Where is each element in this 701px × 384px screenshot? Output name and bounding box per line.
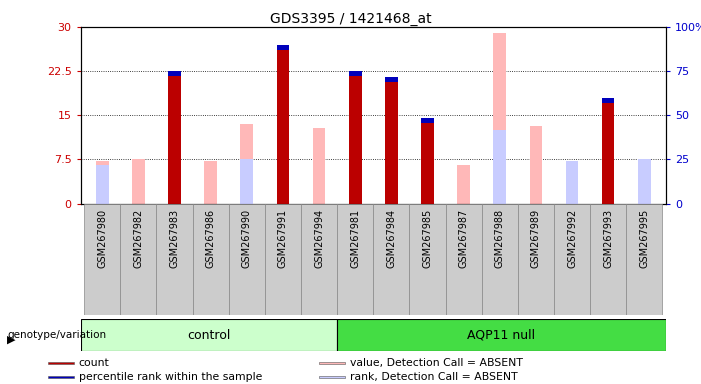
Text: GSM267989: GSM267989	[531, 209, 541, 268]
Bar	[409, 204, 446, 315]
Bar	[602, 98, 615, 103]
Bar	[96, 165, 109, 204]
Bar	[132, 159, 144, 204]
Bar	[313, 128, 325, 204]
Bar	[205, 161, 217, 204]
Text: GSM267981: GSM267981	[350, 209, 360, 268]
Text: GSM267987: GSM267987	[458, 209, 468, 268]
Bar	[168, 71, 181, 204]
Text: value, Detection Call = ABSENT: value, Detection Call = ABSENT	[350, 358, 523, 368]
Bar	[168, 71, 181, 76]
Bar	[566, 161, 578, 204]
Bar	[277, 45, 290, 204]
Bar	[265, 204, 301, 315]
Bar	[457, 165, 470, 204]
Bar	[121, 204, 156, 315]
Text: ▶: ▶	[7, 335, 15, 345]
Bar	[156, 204, 193, 315]
Bar	[193, 204, 229, 315]
Bar	[96, 161, 109, 204]
Bar	[566, 162, 578, 204]
Bar	[277, 45, 290, 50]
Bar	[349, 71, 362, 204]
Bar	[48, 362, 74, 364]
Text: GSM267991: GSM267991	[278, 209, 288, 268]
Bar	[374, 204, 409, 315]
Text: GSM267993: GSM267993	[603, 209, 613, 268]
Bar	[229, 204, 265, 315]
Text: genotype/variation: genotype/variation	[7, 330, 106, 340]
Text: AQP11 null: AQP11 null	[468, 329, 536, 341]
Bar	[554, 204, 590, 315]
Bar	[336, 319, 666, 351]
Text: GSM267995: GSM267995	[639, 209, 649, 268]
Bar	[319, 362, 346, 364]
Bar	[518, 204, 554, 315]
Text: GSM267982: GSM267982	[133, 209, 144, 268]
Bar	[81, 319, 336, 351]
Text: GSM267988: GSM267988	[495, 209, 505, 268]
Bar	[349, 71, 362, 76]
Bar	[446, 204, 482, 315]
Bar	[337, 204, 373, 315]
Text: GSM267992: GSM267992	[567, 209, 577, 268]
Text: percentile rank within the sample: percentile rank within the sample	[79, 372, 262, 382]
Bar	[494, 130, 506, 204]
Text: GSM267985: GSM267985	[423, 209, 433, 268]
Text: GSM267994: GSM267994	[314, 209, 324, 268]
Bar	[602, 98, 615, 204]
Bar	[84, 204, 121, 315]
Bar	[385, 77, 397, 204]
Text: GSM267990: GSM267990	[242, 209, 252, 268]
Text: GSM267980: GSM267980	[97, 209, 107, 268]
Text: GSM267983: GSM267983	[170, 209, 179, 268]
Bar	[319, 376, 346, 377]
Bar	[421, 118, 434, 204]
Bar	[626, 204, 662, 315]
Text: GDS3395 / 1421468_at: GDS3395 / 1421468_at	[270, 12, 431, 25]
Bar	[240, 159, 253, 204]
Text: control: control	[187, 329, 231, 341]
Text: rank, Detection Call = ABSENT: rank, Detection Call = ABSENT	[350, 372, 517, 382]
Text: GSM267984: GSM267984	[386, 209, 396, 268]
Bar	[421, 118, 434, 123]
Text: GSM267986: GSM267986	[205, 209, 216, 268]
Bar	[48, 376, 74, 377]
Text: count: count	[79, 358, 109, 368]
Bar	[494, 33, 506, 204]
Bar	[590, 204, 626, 315]
Bar	[638, 159, 651, 204]
Bar	[482, 204, 518, 315]
Bar	[301, 204, 337, 315]
Bar	[385, 77, 397, 82]
Bar	[529, 126, 542, 204]
Bar	[240, 124, 253, 204]
